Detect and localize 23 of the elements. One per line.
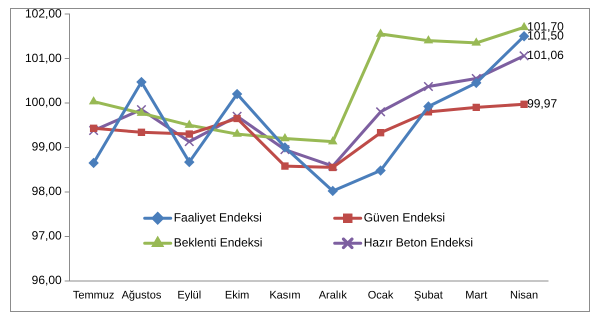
x-tick-label: Eylül (177, 289, 202, 302)
y-tick-label: 100,00 (25, 95, 62, 110)
x-tick-label: Ekim (224, 289, 250, 302)
y-tick-label: 97,00 (32, 228, 62, 243)
x-tick-label: Ağustos (122, 289, 162, 302)
x-tick-label: Kasım (269, 289, 301, 302)
y-tick-label: 98,00 (32, 184, 62, 198)
legend-label: Faaliyet Endeksi (174, 210, 262, 225)
x-tick-label: Şubat (414, 289, 443, 302)
x-tick-label: Mart (465, 289, 488, 302)
y-tick-label: 96,00 (32, 273, 62, 288)
x-tick-label: Temmuz (72, 289, 114, 302)
y-tick-label: 99,00 (32, 140, 62, 154)
legend-label: Beklenti Endeksi (174, 236, 262, 250)
x-tick-label: Nisan (510, 289, 538, 302)
legend-label: Güven Endeksi (364, 210, 446, 225)
y-tick-label: 101,00 (25, 50, 62, 65)
data-label: 99,97 (527, 96, 558, 111)
data-label: 101,06 (527, 48, 564, 62)
x-tick-label: Ocak (368, 289, 394, 302)
x-tick-label: Aralık (318, 289, 348, 302)
legend-label: Hazır Beton Endeksi (364, 236, 474, 250)
y-tick-label: 102,00 (25, 6, 62, 20)
